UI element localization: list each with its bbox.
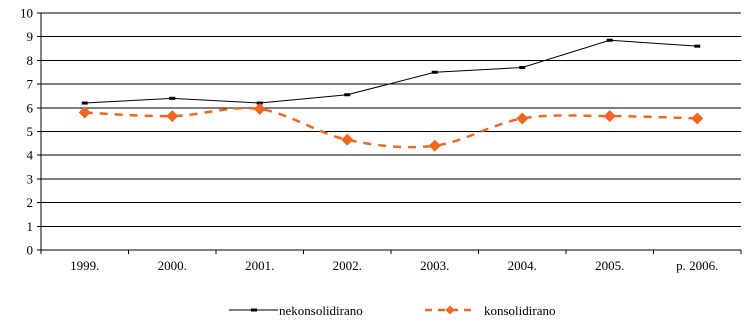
point-konsolidirano	[603, 110, 616, 123]
y-tick-label: 4	[27, 148, 34, 163]
x-tick-label: 2001.	[245, 258, 274, 273]
point-nekonsolidirano	[431, 70, 438, 74]
y-tick-label: 7	[27, 77, 34, 92]
point-konsolidirano	[166, 110, 179, 123]
point-konsolidirano	[516, 112, 529, 125]
gridlines	[40, 12, 741, 251]
y-tick-label: 0	[27, 243, 34, 258]
x-tick-label: 2004.	[508, 258, 537, 273]
x-tick-label: 2005.	[595, 258, 624, 273]
y-tick-label: 10	[20, 6, 33, 21]
series-lines	[78, 38, 704, 152]
y-tick-label: 8	[27, 53, 34, 68]
x-tick-label: p. 2006.	[676, 258, 718, 273]
legend-label-konsolidirano: konsolidirano	[484, 303, 556, 318]
x-axis-ticks: 1999. 2000. 2001. 2002. 2003. 2004. 2005. p. 20…	[40, 250, 742, 273]
x-tick-label: 2000.	[158, 258, 187, 273]
y-tick-label: 9	[27, 29, 34, 44]
point-nekonsolidirano	[344, 93, 351, 97]
legend: nekonsolidirano konsolidirano	[229, 303, 556, 318]
series-line-konsolidirano	[84, 106, 698, 149]
x-tick-label: 2003.	[420, 258, 449, 273]
point-konsolidirano	[253, 102, 266, 115]
series-line-nekonsolidirano	[84, 39, 698, 104]
point-konsolidirano	[341, 133, 354, 146]
point-nekonsolidirano	[169, 96, 176, 100]
legend-label-nekonsolidirano: nekonsolidirano	[279, 303, 363, 318]
legend-marker-konsolidirano	[445, 305, 455, 315]
y-tick-label: 2	[27, 195, 34, 210]
y-tick-label: 3	[27, 171, 34, 186]
point-nekonsolidirano	[519, 66, 526, 70]
point-konsolidirano	[691, 112, 704, 125]
y-axis-ticks: 0 1 2 3 4 5 6 7 8 9 10	[20, 6, 41, 258]
point-konsolidirano	[428, 139, 441, 152]
point-nekonsolidirano	[606, 38, 613, 42]
y-tick-label: 5	[27, 124, 34, 139]
y-tick-label: 6	[27, 100, 34, 115]
point-konsolidirano	[78, 106, 91, 119]
point-nekonsolidirano	[81, 101, 88, 105]
x-tick-label: 2002.	[333, 258, 362, 273]
y-tick-label: 1	[27, 219, 34, 234]
legend-marker-nekonsolidirano	[251, 308, 257, 312]
x-tick-label: 1999.	[70, 258, 99, 273]
point-nekonsolidirano	[694, 44, 701, 48]
